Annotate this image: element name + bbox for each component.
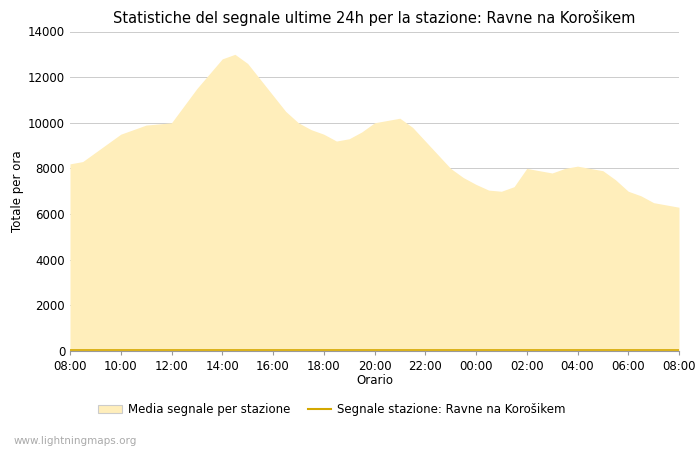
X-axis label: Orario: Orario — [356, 374, 393, 387]
Text: www.lightningmaps.org: www.lightningmaps.org — [14, 436, 137, 446]
Y-axis label: Totale per ora: Totale per ora — [10, 150, 24, 232]
Legend: Media segnale per stazione, Segnale stazione: Ravne na Korošikem: Media segnale per stazione, Segnale staz… — [93, 398, 570, 421]
Title: Statistiche del segnale ultime 24h per la stazione: Ravne na Korošikem: Statistiche del segnale ultime 24h per l… — [113, 10, 636, 26]
